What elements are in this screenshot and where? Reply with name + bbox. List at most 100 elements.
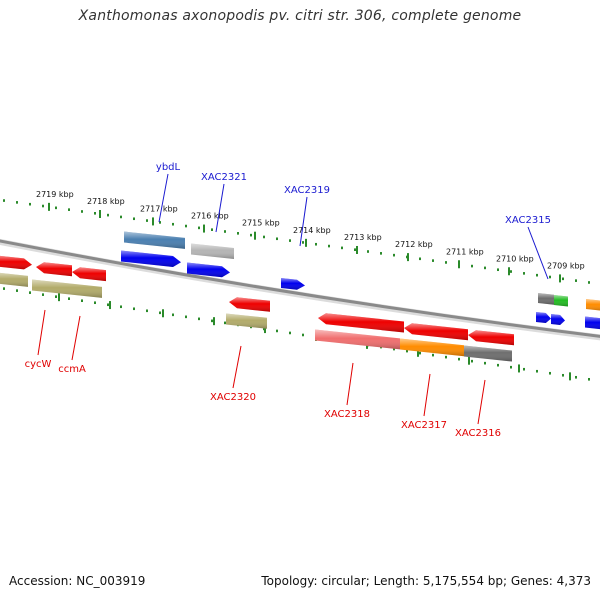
gene-ybdL[interactable] <box>124 231 185 249</box>
upper-ruler-dot <box>523 272 525 275</box>
gene-label-XAC2319[interactable]: XAC2319 <box>284 185 330 247</box>
upper-ruler-dot <box>172 222 174 226</box>
lower-ruler-dot <box>458 357 460 361</box>
gene-orange-block[interactable] <box>400 338 464 357</box>
lower-ruler-dot <box>406 349 408 353</box>
upper-ruler-dot <box>133 217 135 221</box>
lower-ruler-dot <box>497 363 499 367</box>
upper-ruler-dot <box>68 208 70 211</box>
lower-ruler-dot <box>224 321 226 325</box>
gene-label-leader <box>71 315 81 361</box>
lower-ruler-dot <box>523 367 525 371</box>
gene-label-text: XAC2319 <box>284 185 330 196</box>
gene-XAC2320[interactable] <box>229 297 270 312</box>
gene-label-XAC2318[interactable]: XAC2318 <box>324 362 370 420</box>
upper-ruler-dot <box>211 228 213 231</box>
gene-label-XAC2317[interactable]: XAC2317 <box>401 373 447 431</box>
upper-ruler-dot <box>445 261 447 264</box>
lower-ruler-dot <box>575 375 577 379</box>
gene-label-XAC2320[interactable]: XAC2320 <box>210 345 256 403</box>
upper-ruler-dot <box>263 235 265 239</box>
gene-label-cycW[interactable]: cycW <box>25 309 52 370</box>
lower-ruler-dot <box>68 297 70 300</box>
gene-label-XAC2321[interactable]: XAC2321 <box>201 172 247 233</box>
gene-gray-block[interactable] <box>464 345 512 362</box>
lower-ruler-dot <box>146 309 148 313</box>
ruler-tick-label: 2711 kbp <box>446 247 484 256</box>
ruler-tick <box>356 245 358 254</box>
upper-ruler-dot <box>94 212 96 215</box>
gene-label-XAC2315[interactable]: XAC2315 <box>505 215 551 280</box>
gene-blue-b-shade <box>187 262 230 278</box>
lower-ruler-dot <box>302 333 304 337</box>
gene-blue-a[interactable] <box>121 250 181 268</box>
gene-red-left-2[interactable] <box>36 262 72 277</box>
lower-ruler-dot <box>159 311 161 315</box>
ruler-tick-label: 2715 kbp <box>242 219 280 228</box>
ruler-tick-label: 2714 kbp <box>293 226 331 235</box>
gene-label-text: XAC2316 <box>455 428 501 439</box>
gene-label-text: XAC2320 <box>210 392 256 403</box>
upper-ruler-dot <box>81 210 83 213</box>
gene-red-left-3[interactable] <box>72 267 106 282</box>
gene-blue-c[interactable] <box>536 312 551 323</box>
gene-features <box>0 231 600 362</box>
ruler-tick-label: 2717 kbp <box>140 204 178 213</box>
upper-ruler-dot <box>16 201 18 204</box>
gene-blue-d[interactable] <box>551 314 565 325</box>
gene-label-XAC2316[interactable]: XAC2316 <box>455 379 501 439</box>
gene-red-left-3-shade <box>72 267 106 282</box>
gene-cycW[interactable] <box>32 279 102 298</box>
gene-label-text: XAC2317 <box>401 420 447 431</box>
lower-ruler-dot <box>393 347 395 351</box>
upper-ruler-dot <box>393 253 395 257</box>
upper-ruler-dot <box>588 281 590 284</box>
ruler-tick <box>152 217 154 226</box>
ruler-tick <box>417 348 419 357</box>
lower-ruler-dot <box>29 291 31 294</box>
lower-ruler-dot <box>133 307 135 311</box>
kbp-ruler: 2719 kbp 2718 kbp 2717 kbp 2716 kbp 2715 kbp… <box>3 190 590 381</box>
upper-ruler-dot <box>29 202 31 206</box>
gene-XAC2317[interactable] <box>404 323 468 341</box>
lower-ruler-dot <box>42 293 44 296</box>
upper-ruler-dot <box>3 199 5 202</box>
gene-blue-b[interactable] <box>187 262 230 278</box>
gene-red-left-1[interactable] <box>0 255 32 270</box>
ruler-tick <box>305 238 307 247</box>
gene-XAC2320-olive[interactable] <box>226 313 267 329</box>
upper-ruler-dot <box>120 215 122 219</box>
gene-XAC2318-shade <box>318 313 404 333</box>
lower-ruler-dot <box>471 359 473 363</box>
gene-red-left-1-shade <box>0 255 32 270</box>
ruler-tick <box>569 372 571 381</box>
lower-ruler-dot <box>3 287 5 290</box>
gene-orange-right[interactable] <box>586 299 600 311</box>
ruler-tick-label: 2713 kbp <box>344 233 382 242</box>
gene-XAC2321-homolog[interactable] <box>191 243 234 260</box>
gene-green-a[interactable] <box>554 295 568 307</box>
gene-label-leader <box>527 226 549 280</box>
gene-labels: ybdL XAC2321 XAC2319 XAC2315 cycW ccmA XAC2320… <box>25 162 551 439</box>
lower-ruler-dot <box>107 303 109 307</box>
gene-olive-left-1[interactable] <box>0 272 28 287</box>
gene-XAC2316[interactable] <box>468 330 514 346</box>
gene-XAC2318[interactable] <box>318 313 404 333</box>
gene-gray-a[interactable] <box>538 293 554 305</box>
lower-ruler-dot <box>445 355 447 359</box>
gene-label-ccmA[interactable]: ccmA <box>58 315 86 375</box>
gene-green-a-shade <box>554 295 568 307</box>
lower-ruler-dot <box>289 331 291 335</box>
gene-salmon-block[interactable] <box>315 329 400 350</box>
upper-ruler-dot <box>55 206 57 210</box>
gene-XAC2320-shade <box>229 297 270 312</box>
gene-label-ybdL[interactable]: ybdL <box>156 162 181 223</box>
lower-ruler-dot <box>419 351 421 355</box>
ruler-tick <box>508 267 510 276</box>
gene-blue-e[interactable] <box>585 316 600 330</box>
ruler-tick <box>213 317 215 326</box>
ruler-tick-label: 2719 kbp <box>36 190 74 199</box>
upper-ruler-dot <box>224 230 226 233</box>
gene-XAC2319[interactable] <box>281 278 305 290</box>
